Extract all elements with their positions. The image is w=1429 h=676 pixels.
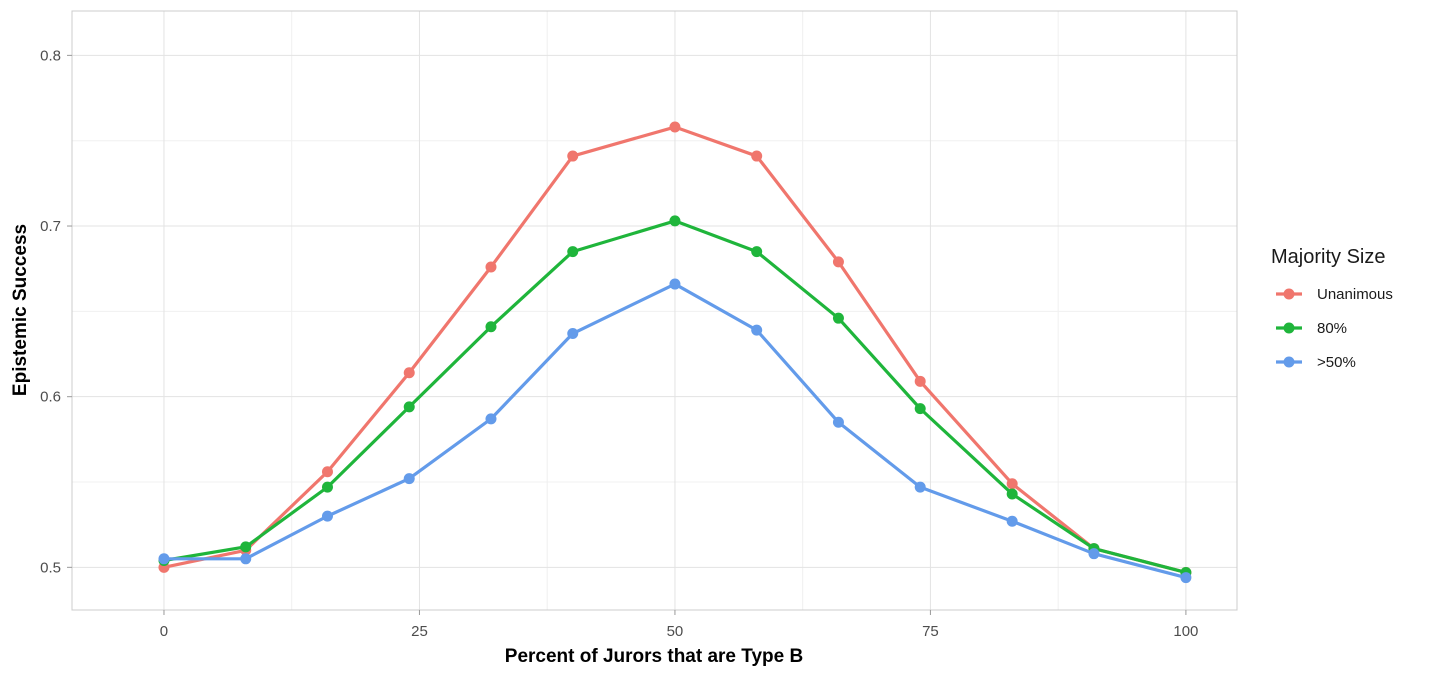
data-point xyxy=(321,466,333,478)
x-tick-label: 25 xyxy=(411,623,428,640)
data-point xyxy=(669,215,681,227)
data-point xyxy=(567,328,579,340)
legend-item: Unanimous xyxy=(1276,286,1393,303)
data-point xyxy=(914,481,926,493)
y-axis-title: Epistemic Success xyxy=(10,224,31,396)
series-2 xyxy=(158,278,1192,584)
legend-label: Unanimous xyxy=(1317,286,1393,303)
data-point xyxy=(485,321,497,333)
x-tick-label: 0 xyxy=(160,623,168,640)
data-point xyxy=(832,312,844,324)
legend-key-point xyxy=(1283,322,1295,334)
data-point xyxy=(485,413,497,425)
data-point xyxy=(751,324,763,336)
data-point xyxy=(567,246,579,258)
x-tick-label: 50 xyxy=(667,623,684,640)
x-axis-title: Percent of Jurors that are Type B xyxy=(505,646,803,667)
data-point xyxy=(669,121,681,133)
data-point xyxy=(1088,548,1100,560)
y-tick-label: 0.5 xyxy=(40,559,61,576)
data-point xyxy=(914,375,926,387)
data-point xyxy=(485,261,497,273)
data-point xyxy=(1180,572,1192,584)
legend-label: >50% xyxy=(1317,354,1356,371)
x-tick-label: 100 xyxy=(1173,623,1198,640)
data-point xyxy=(321,481,333,493)
legend-title: Majority Size xyxy=(1271,246,1385,268)
legend-item: >50% xyxy=(1276,354,1356,371)
y-tick-label: 0.7 xyxy=(40,218,61,235)
series-layer xyxy=(158,121,1192,584)
x-tick-label: 75 xyxy=(922,623,939,640)
legend-key-point xyxy=(1283,356,1295,368)
data-point xyxy=(403,367,415,379)
x-axis-ticks: 0 25 50 75 100 xyxy=(160,610,1198,640)
data-point xyxy=(914,403,926,415)
data-point xyxy=(751,246,763,258)
legend-item: 80% xyxy=(1276,320,1347,337)
data-point xyxy=(832,256,844,268)
data-point xyxy=(403,473,415,485)
grid-lines xyxy=(72,11,1237,610)
data-point xyxy=(1006,515,1018,527)
data-point xyxy=(403,401,415,413)
legend: Majority Size Unanimous 80% >50% xyxy=(1271,246,1393,371)
data-point xyxy=(669,278,681,290)
data-point xyxy=(1006,478,1018,490)
legend-key-point xyxy=(1283,288,1295,300)
legend-items: Unanimous 80% >50% xyxy=(1276,286,1393,371)
data-point xyxy=(567,150,579,162)
y-axis-ticks: 0.5 0.6 0.7 0.8 xyxy=(40,47,72,576)
plot-panel xyxy=(71,10,1238,611)
data-point xyxy=(1006,488,1018,500)
data-point xyxy=(240,541,252,553)
y-tick-label: 0.6 xyxy=(40,389,61,406)
data-point xyxy=(321,510,333,522)
data-point xyxy=(832,416,844,428)
legend-label: 80% xyxy=(1317,320,1347,337)
y-tick-label: 0.8 xyxy=(40,47,61,64)
data-point xyxy=(240,553,252,565)
data-point xyxy=(158,553,170,565)
data-point xyxy=(751,150,763,162)
